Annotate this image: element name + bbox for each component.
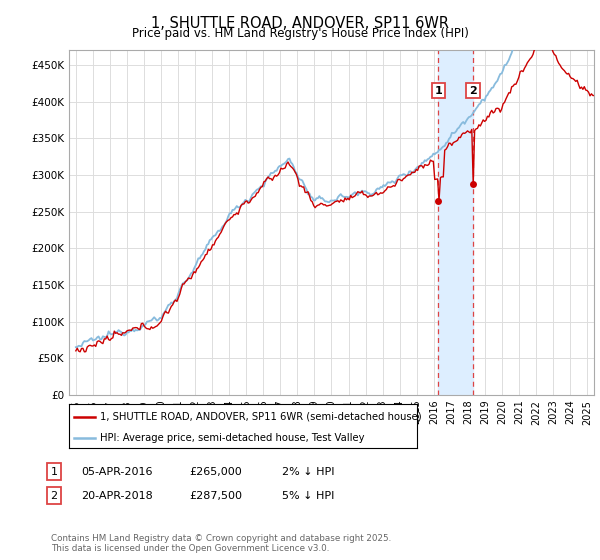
Text: 2: 2 <box>50 491 58 501</box>
Text: 5% ↓ HPI: 5% ↓ HPI <box>282 491 334 501</box>
Text: Price paid vs. HM Land Registry's House Price Index (HPI): Price paid vs. HM Land Registry's House … <box>131 27 469 40</box>
Text: HPI: Average price, semi-detached house, Test Valley: HPI: Average price, semi-detached house,… <box>100 432 365 442</box>
Bar <box>439 50 473 395</box>
Text: 2: 2 <box>469 86 477 96</box>
Text: Contains HM Land Registry data © Crown copyright and database right 2025.
This d: Contains HM Land Registry data © Crown c… <box>51 534 391 553</box>
Text: 1, SHUTTLE ROAD, ANDOVER, SP11 6WR (semi-detached house): 1, SHUTTLE ROAD, ANDOVER, SP11 6WR (semi… <box>100 412 422 422</box>
Text: £287,500: £287,500 <box>189 491 242 501</box>
Text: 1: 1 <box>434 86 442 96</box>
Text: 2% ↓ HPI: 2% ↓ HPI <box>282 466 335 477</box>
Text: 05-APR-2016: 05-APR-2016 <box>81 466 152 477</box>
Text: 20-APR-2018: 20-APR-2018 <box>81 491 153 501</box>
Text: 1, SHUTTLE ROAD, ANDOVER, SP11 6WR: 1, SHUTTLE ROAD, ANDOVER, SP11 6WR <box>151 16 449 31</box>
Text: £265,000: £265,000 <box>189 466 242 477</box>
Text: 1: 1 <box>50 466 58 477</box>
